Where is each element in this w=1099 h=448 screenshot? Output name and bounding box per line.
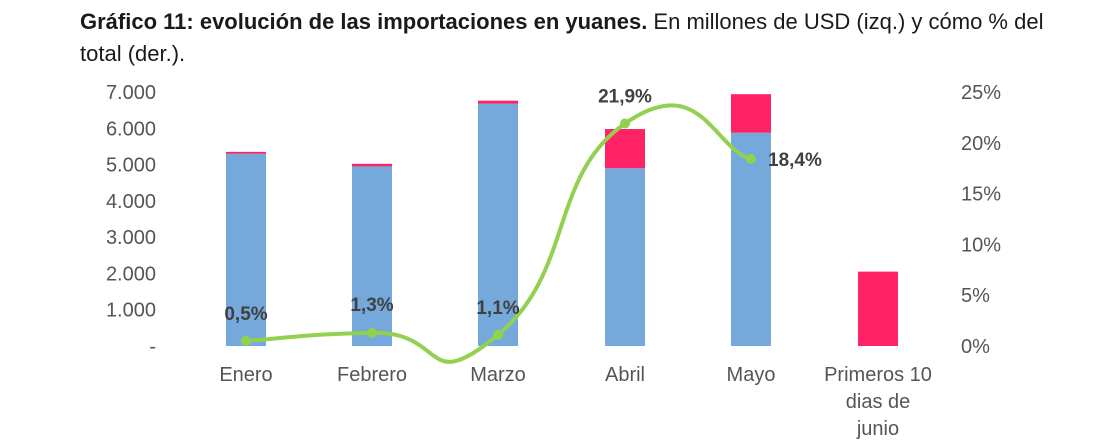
x-axis-category-label: Marzo: [470, 364, 526, 386]
bar-segment-pink: [478, 100, 518, 104]
share-line-point: [746, 154, 756, 165]
bar-segment-blue: [605, 168, 645, 346]
bar-segment-blue: [226, 153, 266, 346]
right-axis-tick: 25%: [961, 82, 1001, 104]
chart-title-rest: En millones de USD (izq.) y cómo % del t…: [80, 9, 1044, 66]
x-axis-category-label: Abril: [605, 364, 645, 386]
share-line: [244, 103, 753, 364]
chart-title: Gráfico 11: evolución de las importacion…: [80, 6, 1070, 70]
bar-segment-pink: [731, 94, 771, 133]
x-axis-category-label: junio: [856, 418, 899, 440]
bar-segment-blue: [352, 166, 392, 346]
share-data-label: 21,9%: [598, 86, 652, 107]
chart-title-bold: Gráfico 11: evolución de las importacion…: [80, 9, 648, 34]
left-axis-tick: 7.000: [106, 82, 156, 104]
right-axis-tick: 5%: [961, 285, 990, 307]
share-data-label: 1,3%: [350, 295, 393, 316]
x-axis-category-label: Febrero: [337, 364, 407, 386]
bar-segment-blue: [731, 132, 771, 346]
left-axis-tick: -: [149, 336, 156, 358]
right-axis-tick: 10%: [961, 234, 1001, 256]
left-axis-tick: 4.000: [106, 191, 156, 213]
right-axis-tick: 0%: [961, 336, 990, 358]
x-axis-category-label: Primeros 10: [824, 364, 932, 386]
x-axis-category-label: dias de: [846, 391, 911, 413]
left-axis-tick: 6.000: [106, 118, 156, 140]
left-axis-tick: 3.000: [106, 227, 156, 249]
left-axis-tick: 1.000: [106, 300, 156, 322]
bar-segment-pink: [858, 271, 898, 346]
share-line-point: [241, 335, 251, 346]
share-data-label: 18,4%: [768, 150, 822, 171]
share-line-point: [620, 118, 630, 129]
x-axis-category-label: Mayo: [727, 364, 776, 386]
left-axis-tick: 2.000: [106, 263, 156, 285]
right-axis-tick: 20%: [961, 133, 1001, 155]
share-line-point: [367, 327, 377, 338]
bar-segment-pink: [352, 163, 392, 167]
x-axis-category-label: Enero: [219, 364, 272, 386]
share-data-label: 1,1%: [476, 298, 519, 319]
share-line-point: [493, 329, 503, 340]
bar-segment-pink: [226, 151, 266, 154]
share-data-label: 0,5%: [224, 304, 267, 325]
right-axis-tick: 15%: [961, 184, 1001, 206]
bar-segment-blue: [478, 103, 518, 347]
left-axis-tick: 5.000: [106, 155, 156, 177]
